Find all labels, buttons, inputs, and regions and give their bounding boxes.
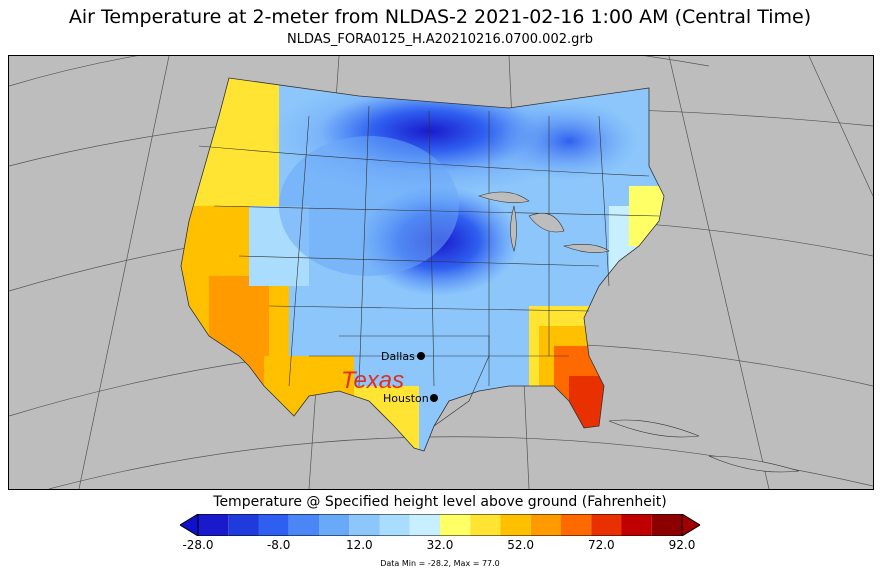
- colorbar-segment: [470, 514, 501, 536]
- colorbar-tick-label: 92.0: [668, 538, 696, 552]
- colorbar-segment: [500, 514, 531, 536]
- temperature-map: Dallas Houston Texas: [9, 56, 873, 489]
- colorbar-tick-label: 32.0: [426, 538, 454, 552]
- legend-title: Temperature @ Specified height level abo…: [213, 494, 667, 510]
- colorbar-tick-label: -28.0: [182, 538, 214, 552]
- colorbar-segment: [591, 514, 622, 536]
- coastline: [180, 77, 665, 452]
- colorbar-segment: [288, 514, 319, 536]
- colorbar-tick-label: 12.0: [345, 538, 373, 552]
- state-borders: [198, 105, 660, 427]
- colorbar-segment: [319, 514, 350, 536]
- dallas-label: Dallas: [381, 350, 415, 363]
- colorbar-tick-label: 52.0: [507, 538, 535, 552]
- colorbar-segment: [651, 514, 682, 536]
- colorbar-under-arrow: [180, 514, 199, 536]
- colorbar-segment: [258, 514, 289, 536]
- map-panel: Dallas Houston Texas: [8, 55, 874, 490]
- colorbar-segment: [561, 514, 592, 536]
- great-lakes: [478, 191, 610, 253]
- colorbar-segment: [530, 514, 561, 536]
- colorbar-segment: [379, 514, 410, 536]
- colorbar: [180, 514, 700, 536]
- colorbar-segment: [621, 514, 652, 536]
- colorbar-segment: [198, 514, 229, 536]
- texas-label: Texas: [341, 367, 404, 394]
- colorbar-tick-label: -8.0: [266, 538, 291, 552]
- colorbar-segment: [440, 514, 471, 536]
- dallas-marker: [417, 352, 425, 360]
- colorbar-segment: [349, 514, 380, 536]
- data-stats: Data Min = -28.2, Max = 77.0: [380, 559, 500, 568]
- colorbar-segment: [228, 514, 259, 536]
- houston-label: Houston: [383, 392, 429, 405]
- map-subtitle: NLDAS_FORA0125_H.A20210216.0700.002.grb: [287, 32, 593, 47]
- colorbar-segment: [409, 514, 440, 536]
- caribbean-islands: [608, 419, 800, 473]
- houston-marker: [430, 394, 438, 402]
- temperature-field: [181, 78, 664, 451]
- map-title: Air Temperature at 2-meter from NLDAS-2 …: [68, 6, 812, 28]
- colorbar-tick-label: 72.0: [587, 538, 615, 552]
- colorbar-over-arrow: [681, 514, 700, 536]
